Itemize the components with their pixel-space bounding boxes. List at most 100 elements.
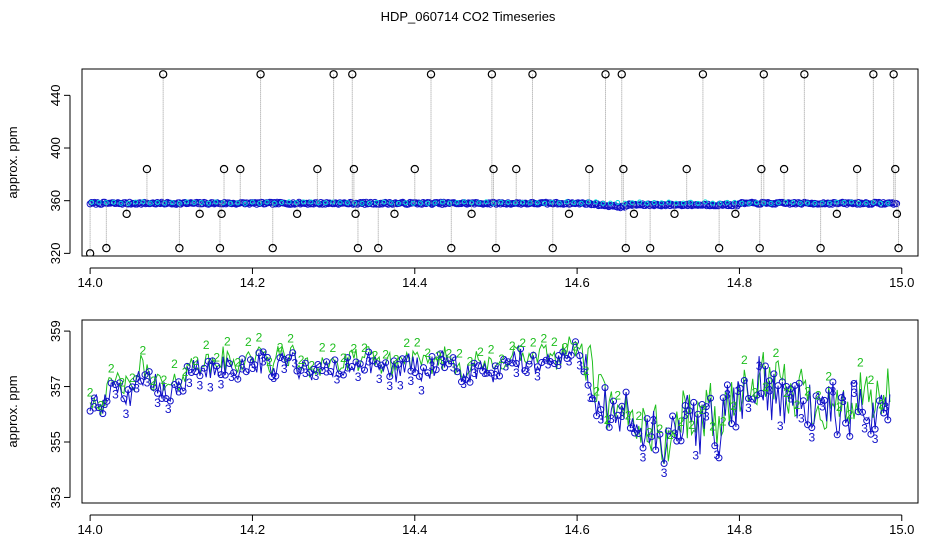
bottom-marker-2: 2	[678, 415, 685, 429]
bottom-marker-3: 3	[756, 359, 763, 373]
bottom-marker-2: 2	[720, 415, 727, 429]
bottom-marker-3: 3	[197, 379, 204, 393]
top-outlier-point	[548, 243, 557, 253]
top-outlier-point	[447, 243, 456, 253]
bottom-marker-2: 2	[256, 330, 263, 344]
bottom-marker-2: 2	[203, 338, 210, 352]
top-outlier-point	[268, 243, 277, 253]
bottom-marker-3: 3	[503, 360, 510, 374]
bottom-marker-2: 2	[393, 353, 400, 367]
bottom-marker-3: 3	[777, 419, 784, 433]
bottom-marker-2: 2	[572, 340, 579, 354]
bottom-marker-2: 2	[277, 340, 284, 354]
top-outlier-point	[410, 164, 419, 174]
bottom-marker-3: 3	[154, 396, 161, 410]
top-outlier-point	[313, 164, 322, 174]
bottom-marker-2: 2	[351, 342, 358, 356]
bottom-marker-2: 2	[477, 345, 484, 359]
bottom-marker-3: 3	[133, 381, 140, 395]
top-x-tick-label: 14.2	[240, 275, 265, 290]
top-outlier-point	[621, 243, 631, 253]
bottom-marker-3: 3	[344, 360, 351, 374]
bottom-marker-3: 3	[439, 354, 446, 368]
bottom-marker-3: 3	[692, 449, 699, 463]
bottom-marker-2: 2	[192, 354, 199, 368]
page-title: HDP_060714 CO2 Timeseries	[380, 9, 556, 24]
top-outlier-point	[601, 70, 610, 79]
top-outlier-point	[122, 209, 131, 219]
bottom-marker-3: 3	[576, 358, 583, 372]
bottom-marker-2: 2	[699, 403, 706, 417]
top-x-tick-label: 14.8	[727, 275, 752, 290]
bottom-marker-2: 2	[530, 335, 537, 349]
bottom-marker-2: 2	[224, 335, 231, 349]
top-outlier-point	[832, 209, 842, 219]
bottom-marker-3: 3	[397, 379, 404, 393]
bottom-marker-3: 3	[418, 383, 425, 397]
bottom-marker-2: 2	[741, 353, 748, 367]
bottom-marker-2: 2	[467, 355, 474, 369]
bottom-marker-2: 2	[435, 349, 442, 363]
bottom-marker-3: 3	[112, 387, 119, 401]
bottom-marker-3: 3	[291, 357, 298, 371]
bottom-marker-3: 3	[313, 369, 320, 383]
bottom-marker-2: 2	[403, 336, 410, 350]
bottom-marker-3: 3	[481, 366, 488, 380]
bottom-marker-2: 2	[87, 386, 94, 400]
bottom-marker-3: 3	[872, 432, 879, 446]
bottom-marker-3: 3	[608, 412, 615, 426]
bottom-marker-3: 3	[218, 377, 225, 391]
bottom-marker-3: 3	[735, 384, 742, 398]
bottom-marker-3: 3	[513, 366, 520, 380]
bottom-marker-3: 3	[587, 391, 594, 405]
top-outlier-point	[617, 70, 626, 79]
top-outlier-point	[349, 164, 359, 174]
bottom-marker-2: 2	[361, 341, 368, 355]
top-plot-frame	[81, 68, 919, 257]
bottom-marker-3: 3	[524, 365, 531, 379]
bottom-marker-2: 2	[414, 335, 421, 349]
top-outlier-point	[467, 209, 476, 219]
bottom-marker-2: 2	[140, 344, 147, 358]
bottom-marker-2: 2	[97, 398, 104, 412]
bottom-marker-3: 3	[102, 397, 109, 411]
bottom-marker-3: 3	[186, 376, 193, 390]
bottom-marker-2: 2	[488, 342, 495, 356]
bottom-marker-3: 3	[323, 364, 330, 378]
bottom-marker-2: 2	[635, 409, 642, 423]
bottom-marker-2: 2	[446, 347, 453, 361]
top-outlier-point	[645, 243, 655, 253]
bottom-marker-3: 3	[175, 384, 182, 398]
top-y-tick-label: 440	[48, 84, 63, 106]
bottom-marker-2: 2	[846, 407, 853, 421]
bottom-marker-2: 2	[604, 413, 611, 427]
bottom-marker-3: 3	[819, 399, 826, 413]
bottom-marker-2: 2	[815, 389, 822, 403]
bottom-marker-2: 2	[108, 362, 115, 376]
bottom-marker-2: 2	[868, 373, 875, 387]
top-outlier-point	[894, 243, 903, 253]
bottom-marker-2: 2	[456, 346, 463, 360]
top-y-tick-label: 360	[48, 190, 63, 212]
bottom-marker-3: 3	[766, 383, 773, 397]
bottom-marker-2: 2	[878, 397, 885, 411]
top-outlier-point	[869, 70, 878, 79]
bottom-marker-3: 3	[724, 388, 731, 402]
top-outlier-point	[175, 243, 184, 253]
bottom-marker-3: 3	[228, 370, 235, 384]
bottom-marker-3: 3	[640, 451, 647, 465]
bottom-marker-2: 2	[540, 331, 547, 345]
top-outlier-point	[353, 243, 363, 253]
bottom-marker-2: 2	[509, 339, 516, 353]
bottom-marker-2: 2	[129, 371, 136, 385]
top-outlier-point	[215, 243, 225, 253]
bottom-marker-2: 2	[382, 348, 389, 362]
bottom-marker-3: 3	[861, 422, 868, 436]
top-x-tick-label: 14.6	[564, 275, 589, 290]
bottom-marker-2: 2	[857, 356, 864, 370]
top-outlier-point	[351, 209, 360, 219]
top-outlier-point	[759, 70, 768, 79]
top-outlier-point	[528, 70, 537, 79]
